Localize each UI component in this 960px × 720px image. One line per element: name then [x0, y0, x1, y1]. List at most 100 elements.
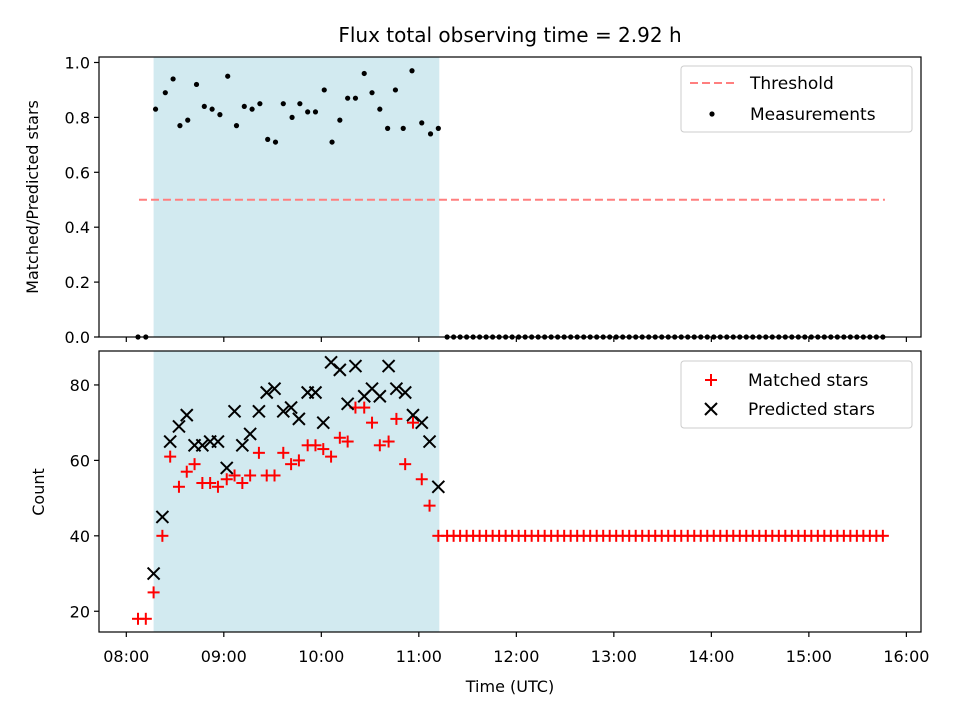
matched-star-point: [415, 473, 428, 486]
measurement-point: [152, 106, 159, 112]
matched-star-point: [285, 458, 298, 471]
predicted-star-point: [211, 434, 225, 449]
predicted-star-point: [292, 412, 306, 426]
bottom-y-tick-label: 80: [70, 376, 90, 395]
measurement-point: [409, 68, 415, 74]
measurement-point: [377, 106, 383, 112]
top-y-tick-label: 1.0: [65, 53, 90, 72]
matched-star-point: [139, 612, 152, 625]
measurement-point: [185, 117, 191, 123]
legend-predicted-swatch: [704, 402, 718, 416]
top-legend: Threshold Measurements: [680, 65, 913, 133]
matched-star-point: [244, 469, 257, 482]
matched-star-point: [228, 469, 241, 482]
matched-star-point: [147, 586, 160, 599]
x-tick-label: 11:00: [396, 647, 442, 666]
top-legend-box: [680, 65, 913, 133]
predicted-star-point: [398, 385, 412, 400]
measurement-point: [241, 103, 247, 110]
legend-matched-swatch: [705, 374, 717, 386]
measurement-point: [217, 112, 223, 118]
top-panel: 0.0 0.2 0.4 0.6 0.8 1.0 Matched/Predicted sta…: [23, 53, 922, 347]
matched-star-point: [317, 443, 330, 456]
measurement-point: [225, 73, 231, 79]
predicted-star-point: [260, 385, 274, 400]
matched-star-point: [309, 439, 322, 452]
matched-star-point: [236, 477, 249, 490]
predicted-star-point: [220, 461, 234, 475]
predicted-star-point: [389, 382, 404, 396]
measurement-point: [233, 123, 240, 129]
predicted-star-point: [333, 363, 347, 377]
predicted-star-point: [422, 434, 437, 449]
predicted-star-point: [172, 419, 186, 434]
predicted-star-point: [276, 404, 290, 419]
measurement-point: [345, 95, 351, 101]
x-tick-label: 10:00: [298, 647, 344, 666]
matched-star-point: [366, 416, 379, 429]
measurement-point: [361, 70, 367, 77]
matched-star-point: [423, 499, 436, 512]
matched-star-point: [358, 401, 371, 414]
matched-star-point: [325, 450, 338, 463]
predicted-star-point: [373, 389, 387, 403]
measurement-point: [209, 106, 215, 112]
measurement-point: [162, 90, 168, 96]
measurement-point: [400, 125, 406, 131]
matched-star-point: [268, 469, 281, 482]
x-tick-label: 08:00: [103, 647, 149, 666]
bottom-legend: Matched stars Predicted stars: [680, 360, 913, 429]
predicted-star-point: [284, 400, 298, 415]
measurement-point: [435, 125, 441, 131]
bottom-x-axis: 08:00 09:00 10:00 11:00 12:00 13:00 14:00 15:00…: [103, 632, 929, 666]
measurement-point: [201, 103, 207, 110]
x-tick-label: 14:00: [688, 647, 734, 666]
measurement-point: [289, 114, 295, 120]
measurement-point: [249, 106, 255, 112]
predicted-star-point: [146, 566, 161, 581]
matched-star-point: [172, 480, 185, 493]
matched-star-point: [180, 465, 193, 478]
measurement-point: [329, 139, 335, 145]
predicted-star-point: [252, 404, 266, 419]
matched-star-point: [252, 446, 265, 459]
matched-star-point: [333, 431, 346, 444]
bottom-legend-box: [680, 360, 913, 429]
predicted-star-point: [381, 359, 396, 373]
x-tick-label: 16:00: [883, 647, 929, 666]
matched-star-point: [164, 450, 177, 463]
top-y-tick-label: 0.4: [65, 218, 90, 237]
matched-star-point: [406, 416, 419, 429]
x-tick-label: 13:00: [591, 647, 637, 666]
predicted-star-point: [415, 415, 429, 430]
legend-matched-label: Matched stars: [748, 371, 868, 391]
measurement-point: [321, 87, 327, 93]
bottom-panel: 20 40 60 80 08:00 09:00 10:00 11:00 12:00 13:00 1…: [29, 350, 929, 696]
predicted-star-point: [235, 438, 250, 453]
measurement-point: [369, 90, 375, 96]
top-x-ticks: [125, 337, 907, 342]
measurement-point: [352, 95, 359, 101]
legend-predicted-label: Predicted stars: [748, 400, 875, 420]
bottom-plot-area: [132, 355, 889, 625]
legend-measurements-swatch: [709, 111, 715, 117]
bottom-observing-window: [153, 351, 440, 632]
predicted-star-point: [195, 438, 210, 453]
chart-title: Flux total observing time = 2.92 h: [338, 23, 681, 47]
top-y-axis: 0.0 0.2 0.4 0.6 0.8 1.0: [65, 53, 99, 347]
bottom-y-tick-label: 20: [70, 602, 90, 621]
predicted-star-point: [180, 408, 194, 422]
measurement-point: [385, 125, 391, 131]
top-panel-frame: [98, 56, 922, 338]
measurement-point: [305, 109, 311, 115]
predicted-star-point: [227, 404, 242, 419]
bottom-y-axis: 20 40 60 80: [70, 376, 99, 621]
predicted-star-point: [431, 480, 446, 494]
x-axis-label: Time (UTC): [465, 677, 554, 696]
measurement-point: [170, 76, 176, 82]
measurement-point: [257, 101, 263, 107]
legend-measurements-label: Measurements: [750, 105, 876, 125]
predicted-star-point: [155, 510, 170, 524]
predicted-star-point: [243, 427, 257, 441]
